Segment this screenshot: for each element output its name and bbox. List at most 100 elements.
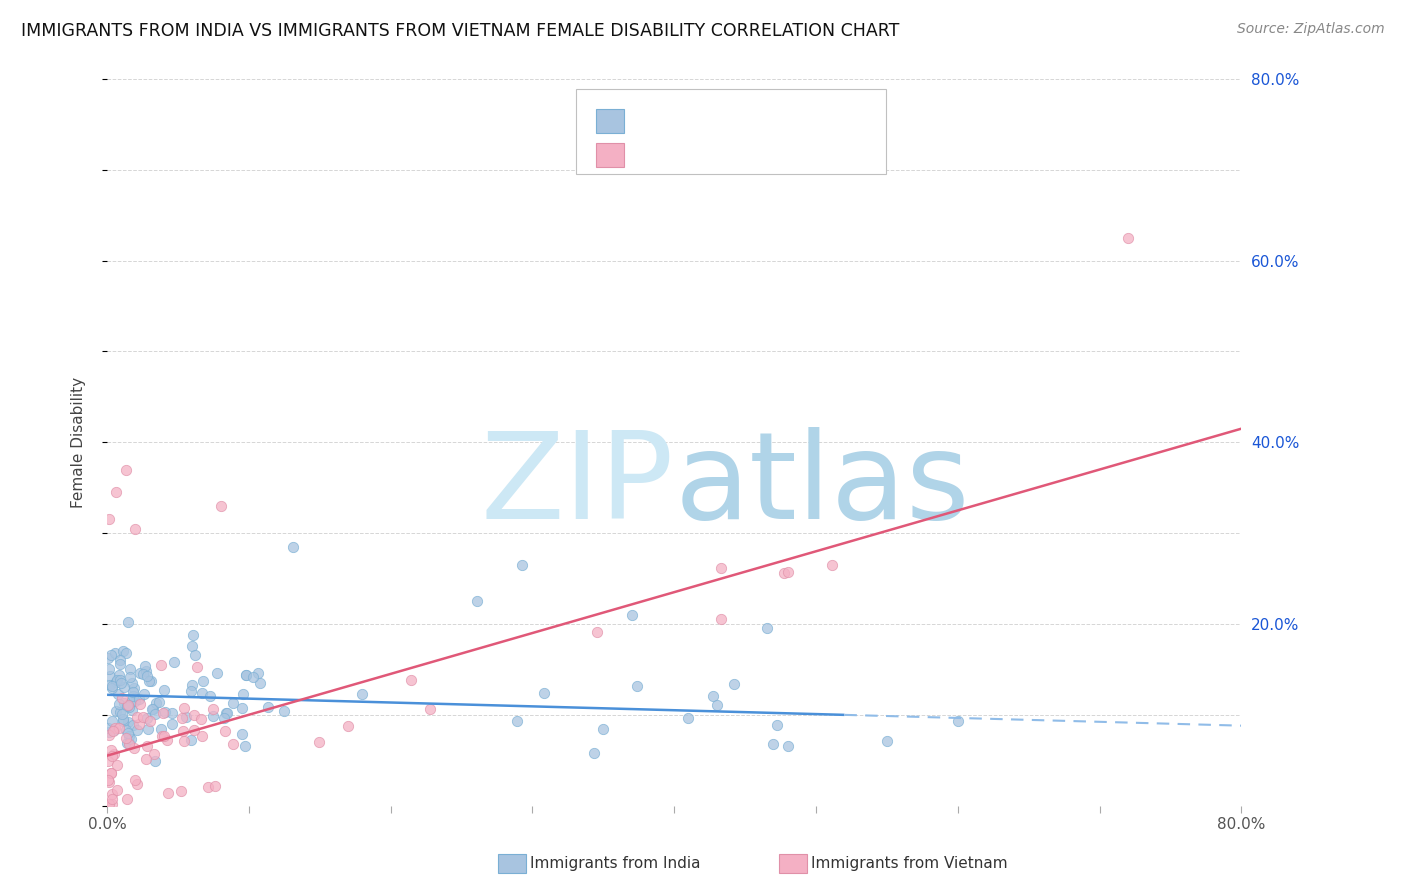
Point bbox=[773, 566, 796, 581]
Point bbox=[111, 691, 134, 706]
Point bbox=[105, 485, 128, 500]
Point bbox=[115, 792, 138, 806]
Point bbox=[273, 704, 295, 718]
Point bbox=[204, 780, 226, 794]
Point bbox=[162, 706, 184, 721]
Point bbox=[153, 705, 176, 719]
Point bbox=[112, 681, 135, 695]
Point bbox=[143, 706, 166, 721]
Point bbox=[105, 783, 128, 797]
Point bbox=[124, 694, 146, 708]
Point bbox=[136, 723, 159, 737]
Point bbox=[174, 710, 197, 724]
Point bbox=[115, 647, 138, 661]
Point bbox=[138, 673, 160, 688]
Point bbox=[135, 752, 157, 766]
Point bbox=[172, 724, 194, 739]
Point bbox=[122, 718, 145, 732]
Point bbox=[98, 729, 121, 743]
Text: 0.586: 0.586 bbox=[666, 146, 714, 164]
Point bbox=[124, 522, 146, 536]
Point bbox=[181, 640, 204, 654]
Point bbox=[117, 615, 139, 629]
Point bbox=[122, 685, 145, 699]
Point bbox=[231, 726, 253, 740]
Point bbox=[101, 681, 124, 696]
Point bbox=[209, 499, 232, 513]
Point bbox=[214, 724, 236, 739]
Point bbox=[98, 797, 121, 811]
Point bbox=[352, 687, 374, 701]
Point bbox=[756, 622, 779, 636]
Point bbox=[108, 667, 131, 681]
Point bbox=[100, 748, 122, 763]
Point bbox=[122, 741, 145, 756]
Point bbox=[105, 758, 128, 772]
Point bbox=[157, 786, 180, 800]
Text: N =: N = bbox=[733, 112, 769, 130]
Point bbox=[112, 696, 135, 710]
Point bbox=[337, 719, 360, 733]
Point bbox=[100, 648, 122, 662]
Point bbox=[191, 686, 214, 700]
Point bbox=[138, 714, 160, 729]
Point bbox=[706, 698, 728, 713]
Point bbox=[232, 687, 254, 701]
Point bbox=[215, 706, 238, 720]
Point bbox=[235, 739, 257, 753]
Point bbox=[98, 662, 121, 676]
Point bbox=[249, 676, 271, 690]
Point bbox=[710, 561, 733, 575]
Point bbox=[170, 784, 193, 798]
Point bbox=[107, 721, 129, 735]
Text: 122: 122 bbox=[768, 112, 800, 130]
Point bbox=[160, 716, 183, 731]
Point bbox=[308, 734, 330, 748]
Point bbox=[399, 673, 422, 688]
Point bbox=[821, 558, 844, 573]
Point bbox=[256, 699, 278, 714]
Point bbox=[97, 651, 120, 665]
Point bbox=[117, 698, 139, 713]
Point bbox=[141, 701, 163, 715]
Point bbox=[184, 648, 207, 662]
Point bbox=[115, 462, 138, 476]
Point bbox=[111, 706, 134, 721]
Point bbox=[101, 723, 124, 738]
Point bbox=[776, 739, 799, 754]
Point bbox=[710, 612, 733, 626]
Text: atlas: atlas bbox=[675, 427, 970, 544]
Point bbox=[128, 665, 150, 680]
Point bbox=[97, 512, 120, 526]
Point bbox=[98, 725, 121, 739]
Point bbox=[235, 668, 257, 682]
Point bbox=[143, 754, 166, 768]
Point bbox=[118, 670, 141, 684]
Point bbox=[115, 736, 138, 750]
Text: ZIP: ZIP bbox=[481, 427, 675, 544]
Point bbox=[1116, 231, 1139, 245]
Point bbox=[155, 733, 177, 747]
Point bbox=[97, 721, 120, 735]
Text: Immigrants from India: Immigrants from India bbox=[530, 856, 700, 871]
Point bbox=[142, 702, 165, 716]
Point bbox=[153, 682, 176, 697]
Point bbox=[235, 667, 257, 681]
Point bbox=[101, 714, 124, 728]
Point bbox=[197, 780, 219, 794]
Point bbox=[207, 665, 229, 680]
Point bbox=[117, 698, 139, 713]
Point bbox=[98, 669, 121, 683]
Point bbox=[110, 705, 132, 719]
Point bbox=[946, 714, 969, 728]
Point bbox=[103, 747, 125, 761]
Point bbox=[198, 690, 221, 704]
Point bbox=[149, 658, 172, 673]
Point bbox=[876, 733, 898, 747]
Point bbox=[163, 656, 186, 670]
Point bbox=[246, 665, 269, 680]
Point bbox=[135, 664, 157, 678]
Point bbox=[125, 710, 148, 724]
Point bbox=[678, 711, 700, 725]
Point bbox=[152, 729, 174, 743]
